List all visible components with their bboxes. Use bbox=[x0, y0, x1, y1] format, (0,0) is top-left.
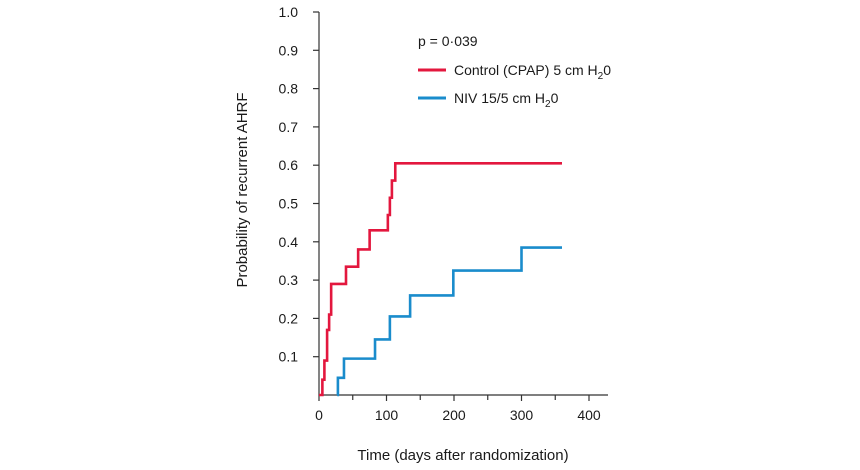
series-layer bbox=[319, 161, 562, 397]
y-tick-label: 0.1 bbox=[279, 349, 299, 365]
y-axis-title: Probability of recurrent AHRF bbox=[234, 92, 251, 287]
y-tick-label: 0.7 bbox=[279, 119, 299, 135]
legend: Control (CPAP) 5 cm H20 NIV 15/5 cm H20 bbox=[418, 62, 611, 110]
x-tick-label: 100 bbox=[375, 407, 399, 423]
y-tick-label: 1.0 bbox=[279, 4, 299, 20]
y-tick-label: 0.3 bbox=[279, 272, 299, 288]
series-line-niv bbox=[336, 246, 562, 397]
x-tick-label: 300 bbox=[510, 407, 534, 423]
y-tick-label: 0.2 bbox=[279, 310, 299, 326]
legend-label-niv: NIV 15/5 cm H20 bbox=[454, 90, 559, 110]
x-tick-label: 400 bbox=[577, 407, 601, 423]
series-line-control bbox=[319, 161, 562, 397]
y-tick-label: 0.8 bbox=[279, 81, 299, 97]
y-ticks: 0.1 0.2 0.3 0.4 0.5 0.6 0.7 0.8 0.9 1.0 bbox=[279, 4, 319, 365]
p-value-annotation: p = 0·039 bbox=[418, 33, 478, 49]
y-tick-label: 0.6 bbox=[279, 157, 299, 173]
y-tick-label: 0.9 bbox=[279, 42, 299, 58]
x-axis-title: Time (days after randomization) bbox=[357, 447, 568, 464]
y-tick-label: 0.4 bbox=[279, 234, 299, 250]
legend-label-control: Control (CPAP) 5 cm H20 bbox=[454, 62, 611, 82]
x-tick-label: 200 bbox=[442, 407, 466, 423]
x-tick-label: 0 bbox=[315, 407, 323, 423]
y-tick-label: 0.5 bbox=[279, 196, 299, 212]
x-ticks: 0 100 200 300 400 bbox=[315, 395, 601, 423]
